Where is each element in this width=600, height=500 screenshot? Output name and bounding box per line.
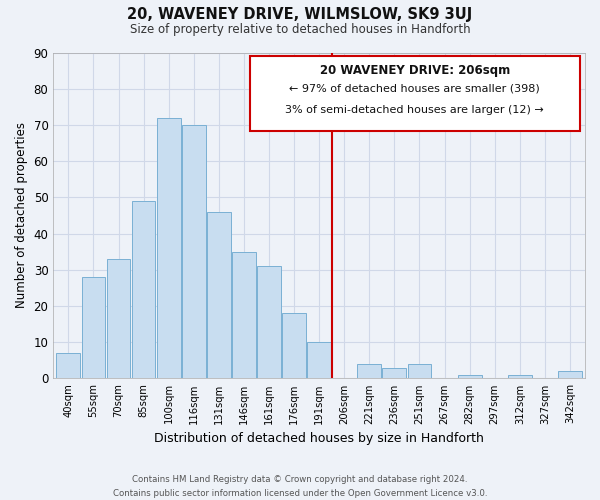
Text: Size of property relative to detached houses in Handforth: Size of property relative to detached ho… (130, 22, 470, 36)
Bar (232, 252, 256, 378)
Bar (56, 353, 80, 378)
Bar (282, 313, 306, 378)
Bar (558, 371, 582, 378)
Bar (207, 212, 231, 378)
Bar (257, 266, 281, 378)
Bar (458, 375, 482, 378)
Bar (382, 368, 406, 378)
Bar (82, 277, 106, 378)
Text: 20, WAVENEY DRIVE, WILMSLOW, SK9 3UJ: 20, WAVENEY DRIVE, WILMSLOW, SK9 3UJ (127, 8, 473, 22)
Bar (182, 125, 206, 378)
Bar (508, 375, 532, 378)
Text: 3% of semi-detached houses are larger (12) →: 3% of semi-detached houses are larger (1… (286, 104, 544, 115)
Bar (157, 118, 181, 378)
Text: Contains HM Land Registry data © Crown copyright and database right 2024.
Contai: Contains HM Land Registry data © Crown c… (113, 476, 487, 498)
Bar (358, 364, 381, 378)
FancyBboxPatch shape (250, 56, 580, 130)
X-axis label: Distribution of detached houses by size in Handforth: Distribution of detached houses by size … (154, 432, 484, 445)
Bar (131, 201, 155, 378)
Text: ← 97% of detached houses are smaller (398): ← 97% of detached houses are smaller (39… (289, 84, 540, 94)
Bar (307, 342, 331, 378)
Y-axis label: Number of detached properties: Number of detached properties (15, 122, 28, 308)
Bar (107, 259, 130, 378)
Bar (407, 364, 431, 378)
Text: 20 WAVENEY DRIVE: 206sqm: 20 WAVENEY DRIVE: 206sqm (320, 64, 510, 77)
